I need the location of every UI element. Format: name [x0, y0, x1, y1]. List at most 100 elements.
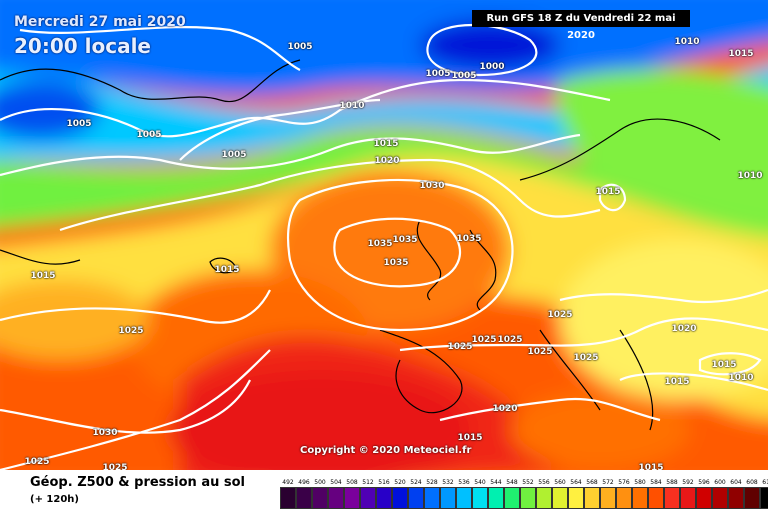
scale-swatch-color: [376, 487, 392, 509]
scale-swatch: 608: [744, 478, 760, 509]
scale-swatch-color: [744, 487, 760, 509]
scale-swatch-label: 492: [282, 479, 294, 486]
scale-swatch: 496: [296, 478, 312, 509]
isobar-label: 1030: [92, 428, 118, 438]
scale-swatch-color: [360, 487, 376, 509]
scale-swatch-color: [536, 487, 552, 509]
scale-swatch: 596: [696, 478, 712, 509]
scale-swatch-label: 576: [618, 479, 630, 486]
scale-swatch-color: [504, 487, 520, 509]
isobar-label: 1025: [447, 342, 473, 352]
forecast-local-time: 20:00 locale: [14, 34, 151, 58]
scale-swatch: 504: [328, 478, 344, 509]
isobar-label: 1035: [383, 258, 409, 268]
scale-swatch-color: [680, 487, 696, 509]
scale-swatch-label: 596: [698, 479, 710, 486]
scale-swatch: 588: [664, 478, 680, 509]
isobar-label: 1005: [287, 42, 313, 52]
scale-swatch-label: 556: [538, 479, 550, 486]
scale-swatch-color: [552, 487, 568, 509]
z500-color-field: [0, 0, 768, 470]
isobars: [0, 24, 768, 470]
scale-swatch-label: 528: [426, 479, 438, 486]
scale-swatch-color: [296, 487, 312, 509]
isobar-label: 1035: [392, 235, 418, 245]
isobar-label: 1005: [66, 119, 92, 129]
scale-swatch: 500: [312, 478, 328, 509]
scale-swatch: 576: [616, 478, 632, 509]
isobar-label: 1010: [737, 171, 763, 181]
scale-swatch-color: [328, 487, 344, 509]
scale-swatch-color: [488, 487, 504, 509]
isobar-label: 1015: [30, 271, 56, 281]
scale-swatch: 516: [376, 478, 392, 509]
legend-title: Géop. Z500 & pression au sol: [30, 475, 245, 490]
scale-swatch: 492: [280, 478, 296, 509]
scale-swatch: 552: [520, 478, 536, 509]
isobar-label: 1030: [419, 181, 445, 191]
isobar-label: 1015: [595, 187, 621, 197]
geopotential-map: [0, 0, 768, 470]
scale-swatch: 604: [728, 478, 744, 509]
forecast-date: Mercredi 27 mai 2020: [14, 14, 186, 30]
coastlines: [0, 59, 721, 431]
isobar-label: 1020: [492, 404, 518, 414]
scale-swatch: 572: [600, 478, 616, 509]
isobar-label: 1020: [374, 156, 400, 166]
scale-swatch-color: [568, 487, 584, 509]
legend-subtitle: (+ 120h): [30, 494, 79, 505]
scale-swatch-color: [312, 487, 328, 509]
scale-swatch-color: [440, 487, 456, 509]
isobar-label: 1010: [728, 373, 754, 383]
scale-swatch-label: 580: [634, 479, 646, 486]
scale-swatch: 560: [552, 478, 568, 509]
copyright-notice: Copyright © 2020 Meteociel.fr: [300, 445, 472, 456]
isobar-label: 1015: [373, 139, 399, 149]
isobar-label: 1015: [214, 265, 240, 275]
scale-swatch-label: 540: [474, 479, 486, 486]
scale-swatch-color: [456, 487, 472, 509]
isobar-label: 1000: [479, 62, 505, 72]
scale-swatch-color: [648, 487, 664, 509]
scale-swatch-label: 520: [394, 479, 406, 486]
scale-swatch-color: [392, 487, 408, 509]
scale-swatch-label: 508: [346, 479, 358, 486]
scale-swatch-label: 552: [522, 479, 534, 486]
scale-swatch: 584: [648, 478, 664, 509]
isobar-label: 1005: [451, 71, 477, 81]
scale-swatch-color: [424, 487, 440, 509]
scale-swatch: 548: [504, 478, 520, 509]
isobar-label: 1025: [102, 463, 128, 473]
scale-swatch-label: 588: [666, 479, 678, 486]
scale-swatch-label: 516: [378, 479, 390, 486]
isobar-label: 1035: [456, 234, 482, 244]
isobar-label: 1005: [425, 69, 451, 79]
scale-swatch: 520: [392, 478, 408, 509]
isobar-label: 1035: [367, 239, 393, 249]
scale-swatch-color: [664, 487, 680, 509]
scale-swatch-label: 560: [554, 479, 566, 486]
legend-bar: Géop. Z500 & pression au sol (+ 120h) 49…: [0, 470, 768, 512]
scale-swatch: 544: [488, 478, 504, 509]
scale-swatch-color: [344, 487, 360, 509]
scale-swatch-label: 500: [314, 479, 326, 486]
isobar-label: 1025: [471, 335, 497, 345]
isobar-label: 1010: [339, 101, 365, 111]
scale-swatch: 536: [456, 478, 472, 509]
scale-swatch-color: [520, 487, 536, 509]
isobar-label: 1015: [728, 49, 754, 59]
isobar-label: 1010: [674, 37, 700, 47]
scale-swatch-color: [632, 487, 648, 509]
scale-swatch-label: 536: [458, 479, 470, 486]
scale-swatch-label: 572: [602, 479, 614, 486]
scale-swatch-label: 600: [714, 479, 726, 486]
isobar-label: 1025: [118, 326, 144, 336]
isobar-label: 1015: [638, 463, 664, 473]
scale-swatch-label: 604: [730, 479, 742, 486]
scale-swatch-color: [600, 487, 616, 509]
scale-swatch-color: [712, 487, 728, 509]
scale-swatch: 612: [760, 478, 768, 509]
color-scale: 492 496 500 504 508 512 516 520 524 528 532 536 540 5…: [280, 478, 768, 509]
scale-swatch-label: 608: [746, 479, 758, 486]
